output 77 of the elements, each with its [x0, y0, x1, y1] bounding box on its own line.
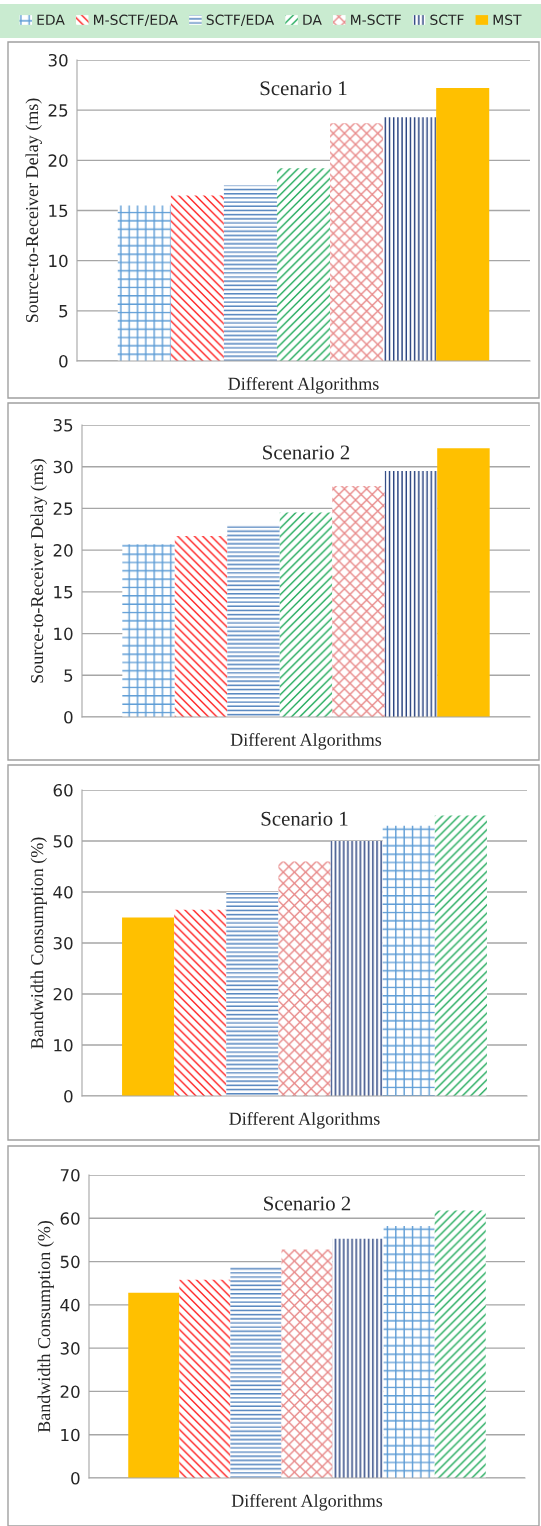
text: Scenario 1	[260, 81, 347, 96]
bar	[437, 448, 490, 717]
y-tick-label: 60	[53, 783, 73, 797]
y-tick-label: 20	[60, 1385, 80, 1398]
bar	[122, 917, 175, 1096]
bar	[278, 861, 331, 1096]
x-axis-title: Different Algorithms	[228, 376, 379, 394]
y-tick-label: 15	[49, 204, 68, 218]
y-axis-title: Bandwidth Consumption (%)	[30, 837, 47, 1049]
y-tick-label: 50	[53, 834, 73, 848]
bar	[174, 909, 227, 1096]
bar	[332, 1238, 384, 1478]
y-tick-label: 30	[48, 53, 68, 67]
y-tick-label: 25	[48, 104, 68, 117]
bar	[223, 185, 277, 361]
x-axis-title: Different Algorithms	[231, 1493, 383, 1511]
bar	[330, 123, 384, 361]
y-tick-label: 50	[60, 1255, 80, 1269]
y-tick-label: 10	[61, 1428, 80, 1442]
bar	[281, 1249, 333, 1478]
y-tick-label: 30	[60, 1342, 80, 1355]
y-tick-label: 5	[59, 305, 68, 318]
bar	[117, 205, 171, 361]
bar	[122, 544, 175, 717]
y-tick-label: 40	[53, 885, 73, 899]
y-tick-label: 40	[60, 1298, 80, 1312]
text: Scenario 2	[264, 1196, 351, 1211]
text: Scenario 1	[261, 811, 348, 826]
bar	[434, 1210, 486, 1478]
y-tick-label: 30	[53, 460, 73, 474]
y-tick-label: 0	[59, 354, 68, 368]
y-tick-label: 20	[53, 987, 73, 1001]
y-tick-label: 35	[53, 418, 73, 432]
y-tick-label: 20	[53, 544, 73, 557]
legend-label: M-SCTF/EDA	[94, 14, 178, 27]
bar	[276, 168, 331, 361]
legend-label: MST	[493, 14, 522, 26]
y-tick-label: 0	[71, 1471, 80, 1485]
bar	[332, 485, 385, 717]
text: Scenario 2	[263, 445, 350, 460]
bar	[179, 1279, 231, 1478]
legend-label: M-SCTF	[351, 14, 401, 26]
y-axis-title: Bandwidth Consumption (%)	[37, 1220, 54, 1433]
bar	[226, 892, 279, 1096]
y-axis-title: Source-to-Receiver Delay (ms)	[25, 98, 42, 323]
y-tick-label: 60	[60, 1212, 80, 1225]
bar	[436, 88, 490, 361]
bar	[384, 470, 438, 717]
bar	[170, 195, 224, 361]
y-tick-label: 10	[49, 254, 68, 268]
bar	[434, 815, 487, 1096]
bar	[279, 512, 333, 717]
bar	[227, 524, 280, 717]
bar	[230, 1266, 282, 1478]
legend-label: EDA	[37, 14, 65, 25]
y-tick-label: 0	[64, 1089, 73, 1103]
legend-label: DA	[303, 14, 322, 25]
x-axis-title: Different Algorithms	[229, 1111, 380, 1129]
legend-label: SCTF	[430, 14, 464, 26]
y-tick-label: 30	[53, 936, 73, 950]
y-tick-label: 5	[64, 669, 73, 682]
bar	[128, 1292, 180, 1478]
y-tick-label: 15	[54, 586, 73, 599]
y-tick-label: 25	[53, 502, 73, 515]
y-tick-label: 20	[48, 154, 68, 167]
bar	[383, 117, 437, 361]
y-tick-label: 70	[60, 1168, 80, 1182]
y-tick-label: 10	[54, 1038, 73, 1052]
bar	[383, 1226, 435, 1478]
bar	[174, 535, 228, 717]
y-tick-label: 10	[54, 627, 73, 641]
bar	[330, 841, 383, 1096]
x-axis-title: Different Algorithms	[230, 732, 382, 750]
legend-label: SCTF/EDA	[206, 14, 275, 27]
y-tick-label: 0	[64, 710, 73, 724]
bar	[382, 825, 435, 1096]
y-axis-title: Source-to-Receiver Delay (ms)	[30, 459, 47, 683]
